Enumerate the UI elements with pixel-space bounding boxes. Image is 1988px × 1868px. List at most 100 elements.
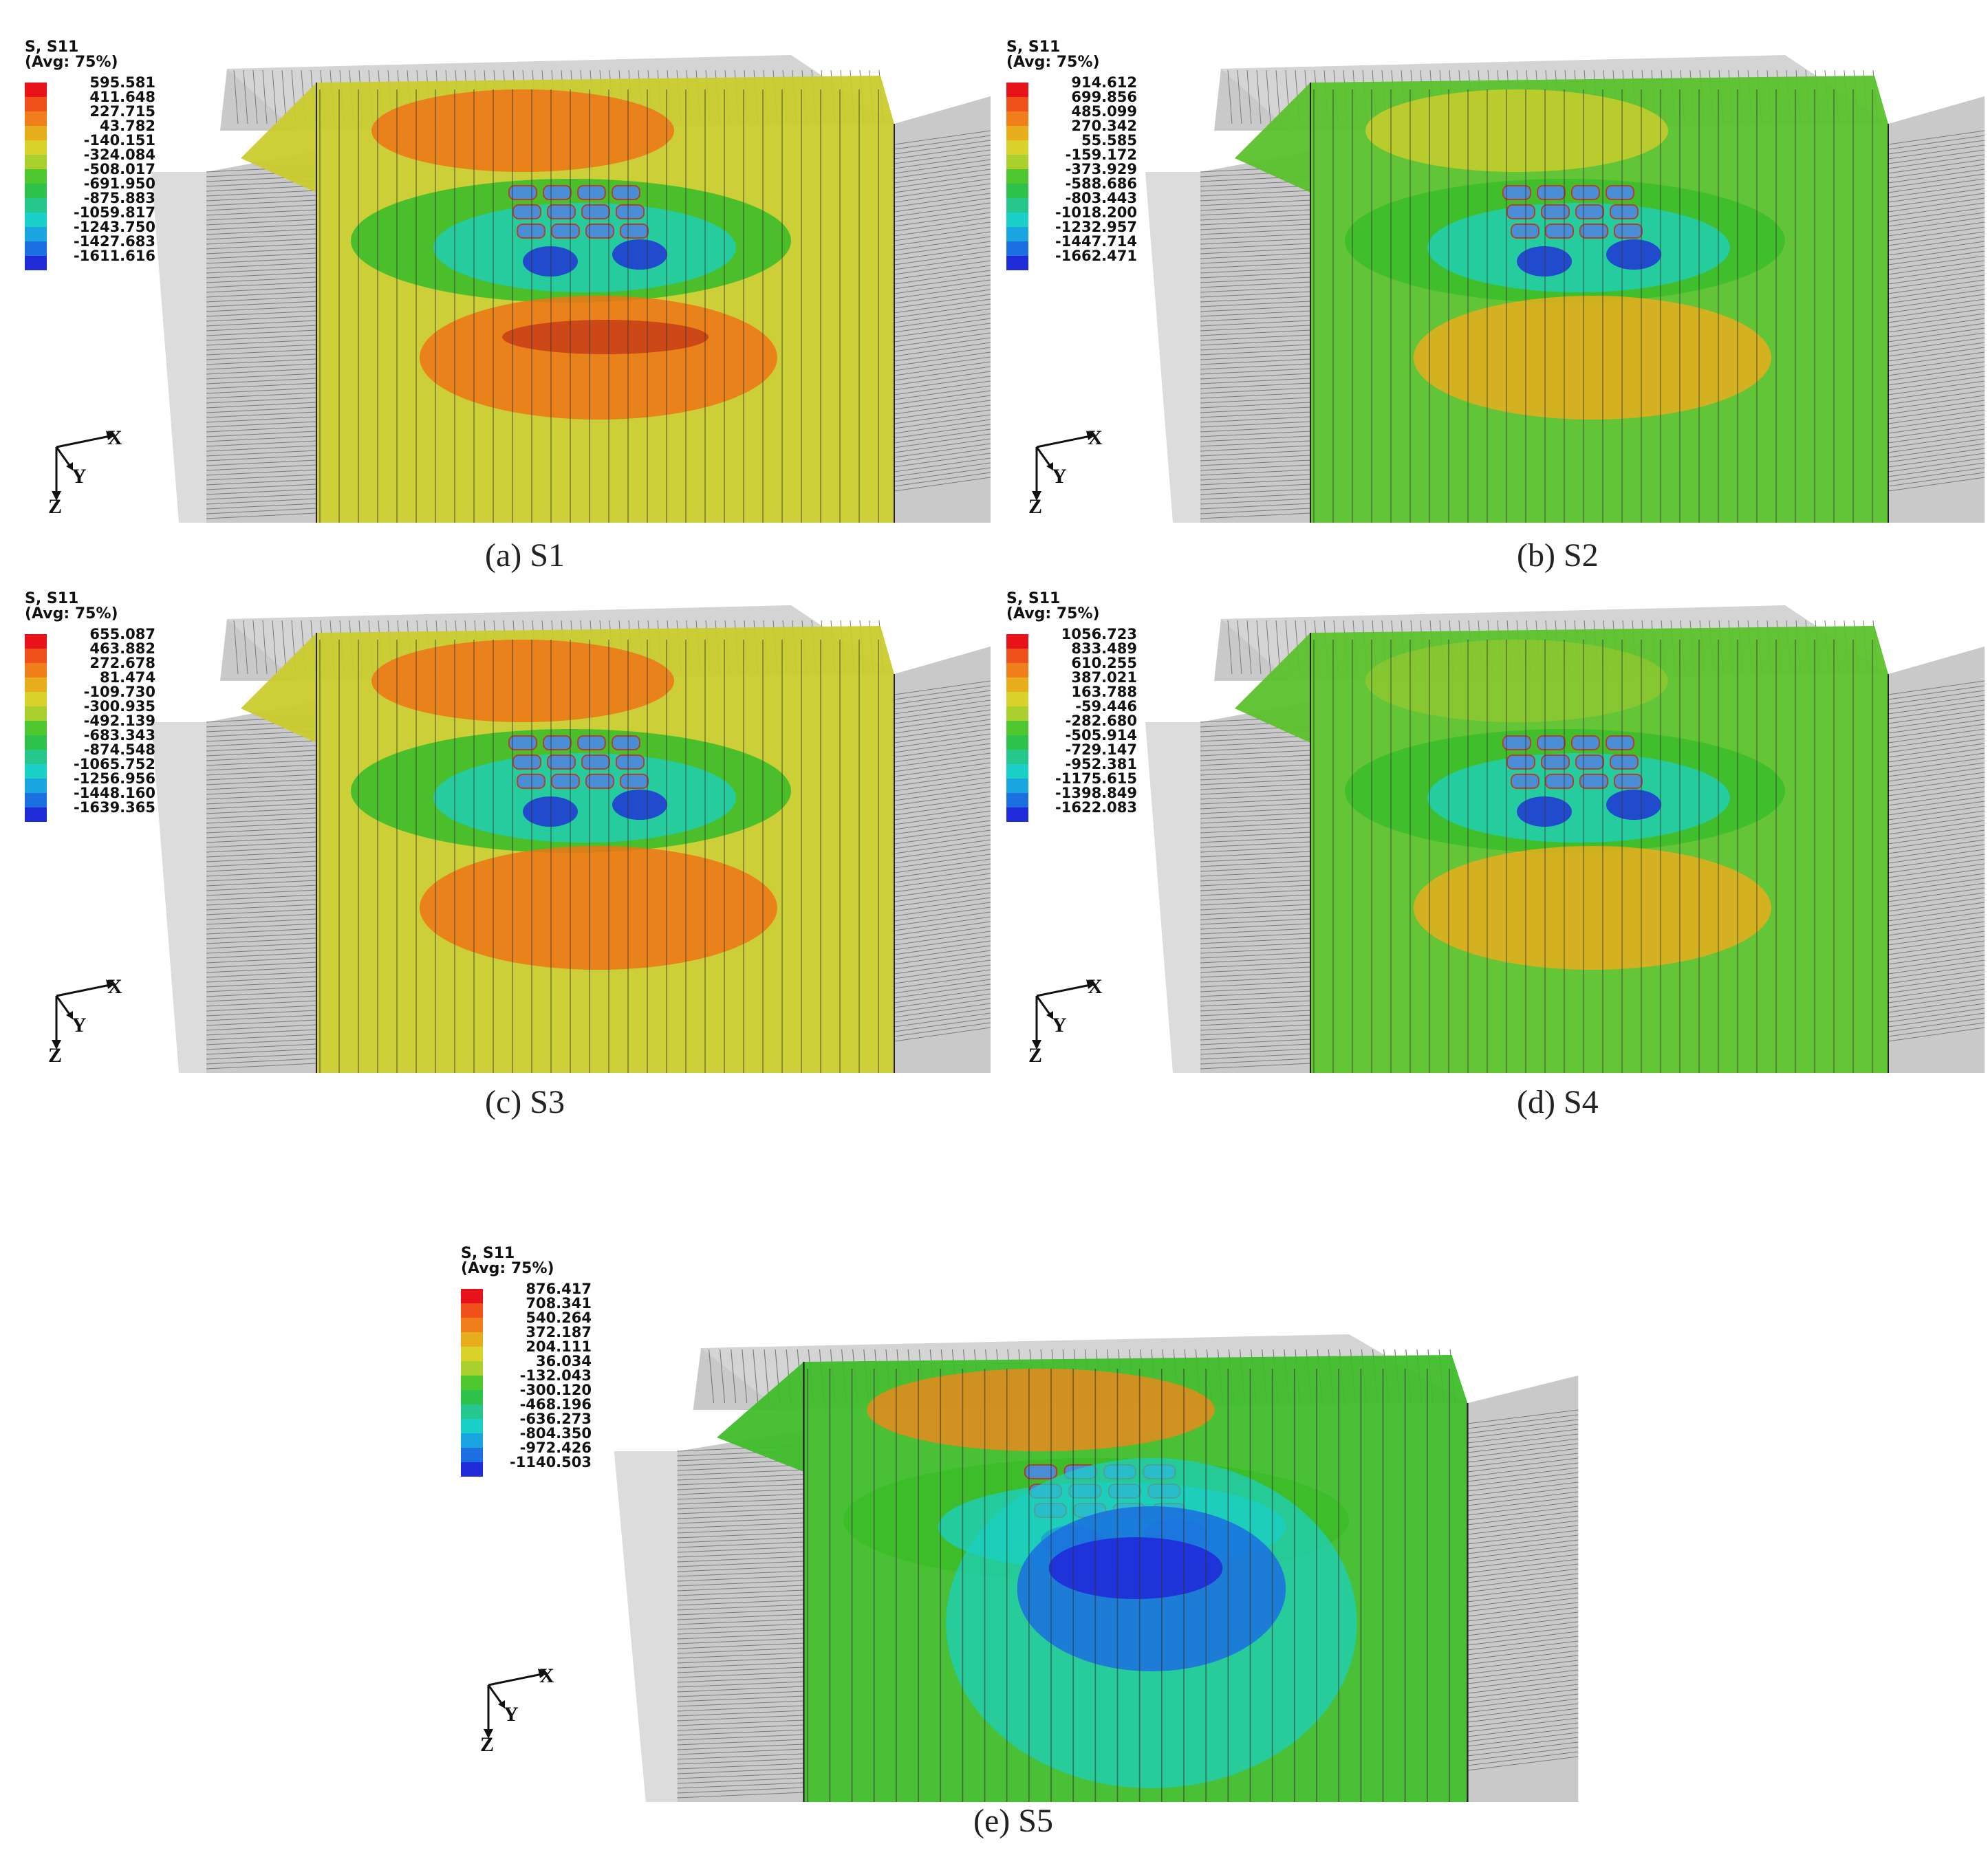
- mesh-line: [1200, 416, 1311, 423]
- legend-value: -952.381: [1065, 756, 1137, 772]
- mesh-line: [677, 1763, 804, 1770]
- mesh-line: [1467, 1429, 1579, 1444]
- legend-swatch: [25, 793, 47, 807]
- mesh-line: [1467, 1597, 1579, 1612]
- pile-cap: [1606, 185, 1634, 200]
- mesh-line: [1200, 995, 1311, 1002]
- mesh-line: [1467, 1693, 1579, 1708]
- mesh-line: [206, 817, 317, 824]
- legend-swatch: [25, 721, 47, 735]
- mesh-line: [1467, 1722, 1579, 1737]
- mesh-line: [1888, 690, 1985, 705]
- mesh-line: [1467, 1520, 1579, 1535]
- mesh-line: [1200, 880, 1311, 887]
- mesh-line: [894, 414, 991, 429]
- legend-value: -875.883: [83, 190, 155, 206]
- mesh-line: [1200, 310, 1311, 317]
- legend-value: -636.273: [519, 1411, 592, 1427]
- mesh-line: [206, 358, 317, 365]
- mesh-line: [206, 933, 317, 940]
- mesh-line: [1200, 329, 1311, 336]
- mesh-line: [677, 1532, 804, 1539]
- mesh-line: [894, 419, 991, 434]
- legend-value: 485.099: [1071, 103, 1137, 120]
- mesh-line: [1200, 764, 1311, 771]
- mesh-line: [1200, 981, 1311, 988]
- legend-swatch: [461, 1448, 483, 1462]
- fem-model-a: [151, 55, 991, 523]
- mesh-line: [1888, 173, 1985, 188]
- mesh-line: [206, 1058, 317, 1065]
- pile-cap: [543, 735, 572, 750]
- legend-value: -803.443: [1065, 190, 1137, 206]
- mesh-line: [894, 250, 991, 265]
- mesh-line: [1888, 680, 1985, 695]
- mesh-line: [677, 1691, 804, 1697]
- mesh-line: [1888, 781, 1985, 796]
- pile-cap: [517, 224, 545, 239]
- mesh-line: [1200, 942, 1311, 949]
- mesh-line: [894, 438, 991, 453]
- mesh-line: [1888, 945, 1985, 960]
- mesh-line: [1200, 788, 1311, 795]
- mesh-line: [1200, 846, 1311, 853]
- mesh-line: [1237, 69, 1242, 124]
- mesh-line: [1200, 214, 1311, 221]
- mesh-left-face: [151, 172, 206, 523]
- mesh-line: [1200, 209, 1311, 216]
- mesh-line: [206, 952, 317, 959]
- legend-swatch: [461, 1419, 483, 1433]
- mesh-line: [1888, 342, 1985, 357]
- mesh-line: [206, 252, 317, 259]
- mesh-line: [206, 493, 317, 500]
- mesh-line: [206, 783, 317, 790]
- mesh-line: [894, 467, 991, 482]
- pile-cap: [1511, 224, 1539, 239]
- mesh-line: [1200, 875, 1311, 882]
- mesh-line: [677, 1594, 804, 1601]
- mesh-line: [206, 1029, 317, 1036]
- mesh-line: [206, 947, 317, 954]
- stress-peak-right: [612, 239, 667, 270]
- mesh-line: [1888, 772, 1985, 787]
- mesh-line: [1200, 339, 1311, 346]
- mesh-line: [677, 1493, 804, 1500]
- mesh-line: [894, 361, 991, 376]
- legend-swatch: [1006, 750, 1028, 764]
- mesh-line: [206, 769, 317, 776]
- mesh-line: [1200, 426, 1311, 433]
- stress-peak-right: [1606, 790, 1661, 820]
- mesh-line: [894, 719, 991, 734]
- pile-caps: [508, 185, 649, 239]
- mesh-line: [1888, 202, 1985, 217]
- legend-value: -1175.615: [1055, 770, 1137, 787]
- mesh-line: [894, 714, 991, 729]
- panel-a: S, S11 (Avg: 75%) 595.581 411.648 227.715 4…: [0, 0, 994, 605]
- mesh-line: [206, 257, 317, 264]
- mesh-line: [206, 928, 317, 935]
- mesh-line: [1200, 909, 1311, 915]
- legend-swatch: [1006, 241, 1028, 256]
- axis-x-label: X: [107, 426, 122, 449]
- legend-value: -300.935: [83, 698, 155, 715]
- legend-value: 81.474: [99, 669, 155, 686]
- legend-swatch: [25, 663, 47, 677]
- mesh-line: [1200, 803, 1311, 810]
- legend-swatch: [461, 1376, 483, 1390]
- mesh-line: [1888, 424, 1985, 439]
- axis-triad-a: X Y Z: [43, 426, 139, 518]
- mesh-line: [677, 1744, 804, 1750]
- legend-swatch: [1006, 779, 1028, 793]
- mesh-line: [206, 503, 317, 510]
- mesh-line: [894, 284, 991, 299]
- mesh-line: [206, 822, 317, 829]
- mesh-line: [1888, 270, 1985, 285]
- mesh-line: [206, 301, 317, 307]
- mesh-line: [677, 1618, 804, 1625]
- mesh-line: [894, 241, 991, 256]
- mesh-line: [1467, 1554, 1579, 1569]
- axis-triad-arrows: [52, 979, 116, 1050]
- mesh-verticals: [319, 640, 879, 1073]
- mesh-line: [243, 620, 248, 675]
- mesh-line: [1467, 1539, 1579, 1554]
